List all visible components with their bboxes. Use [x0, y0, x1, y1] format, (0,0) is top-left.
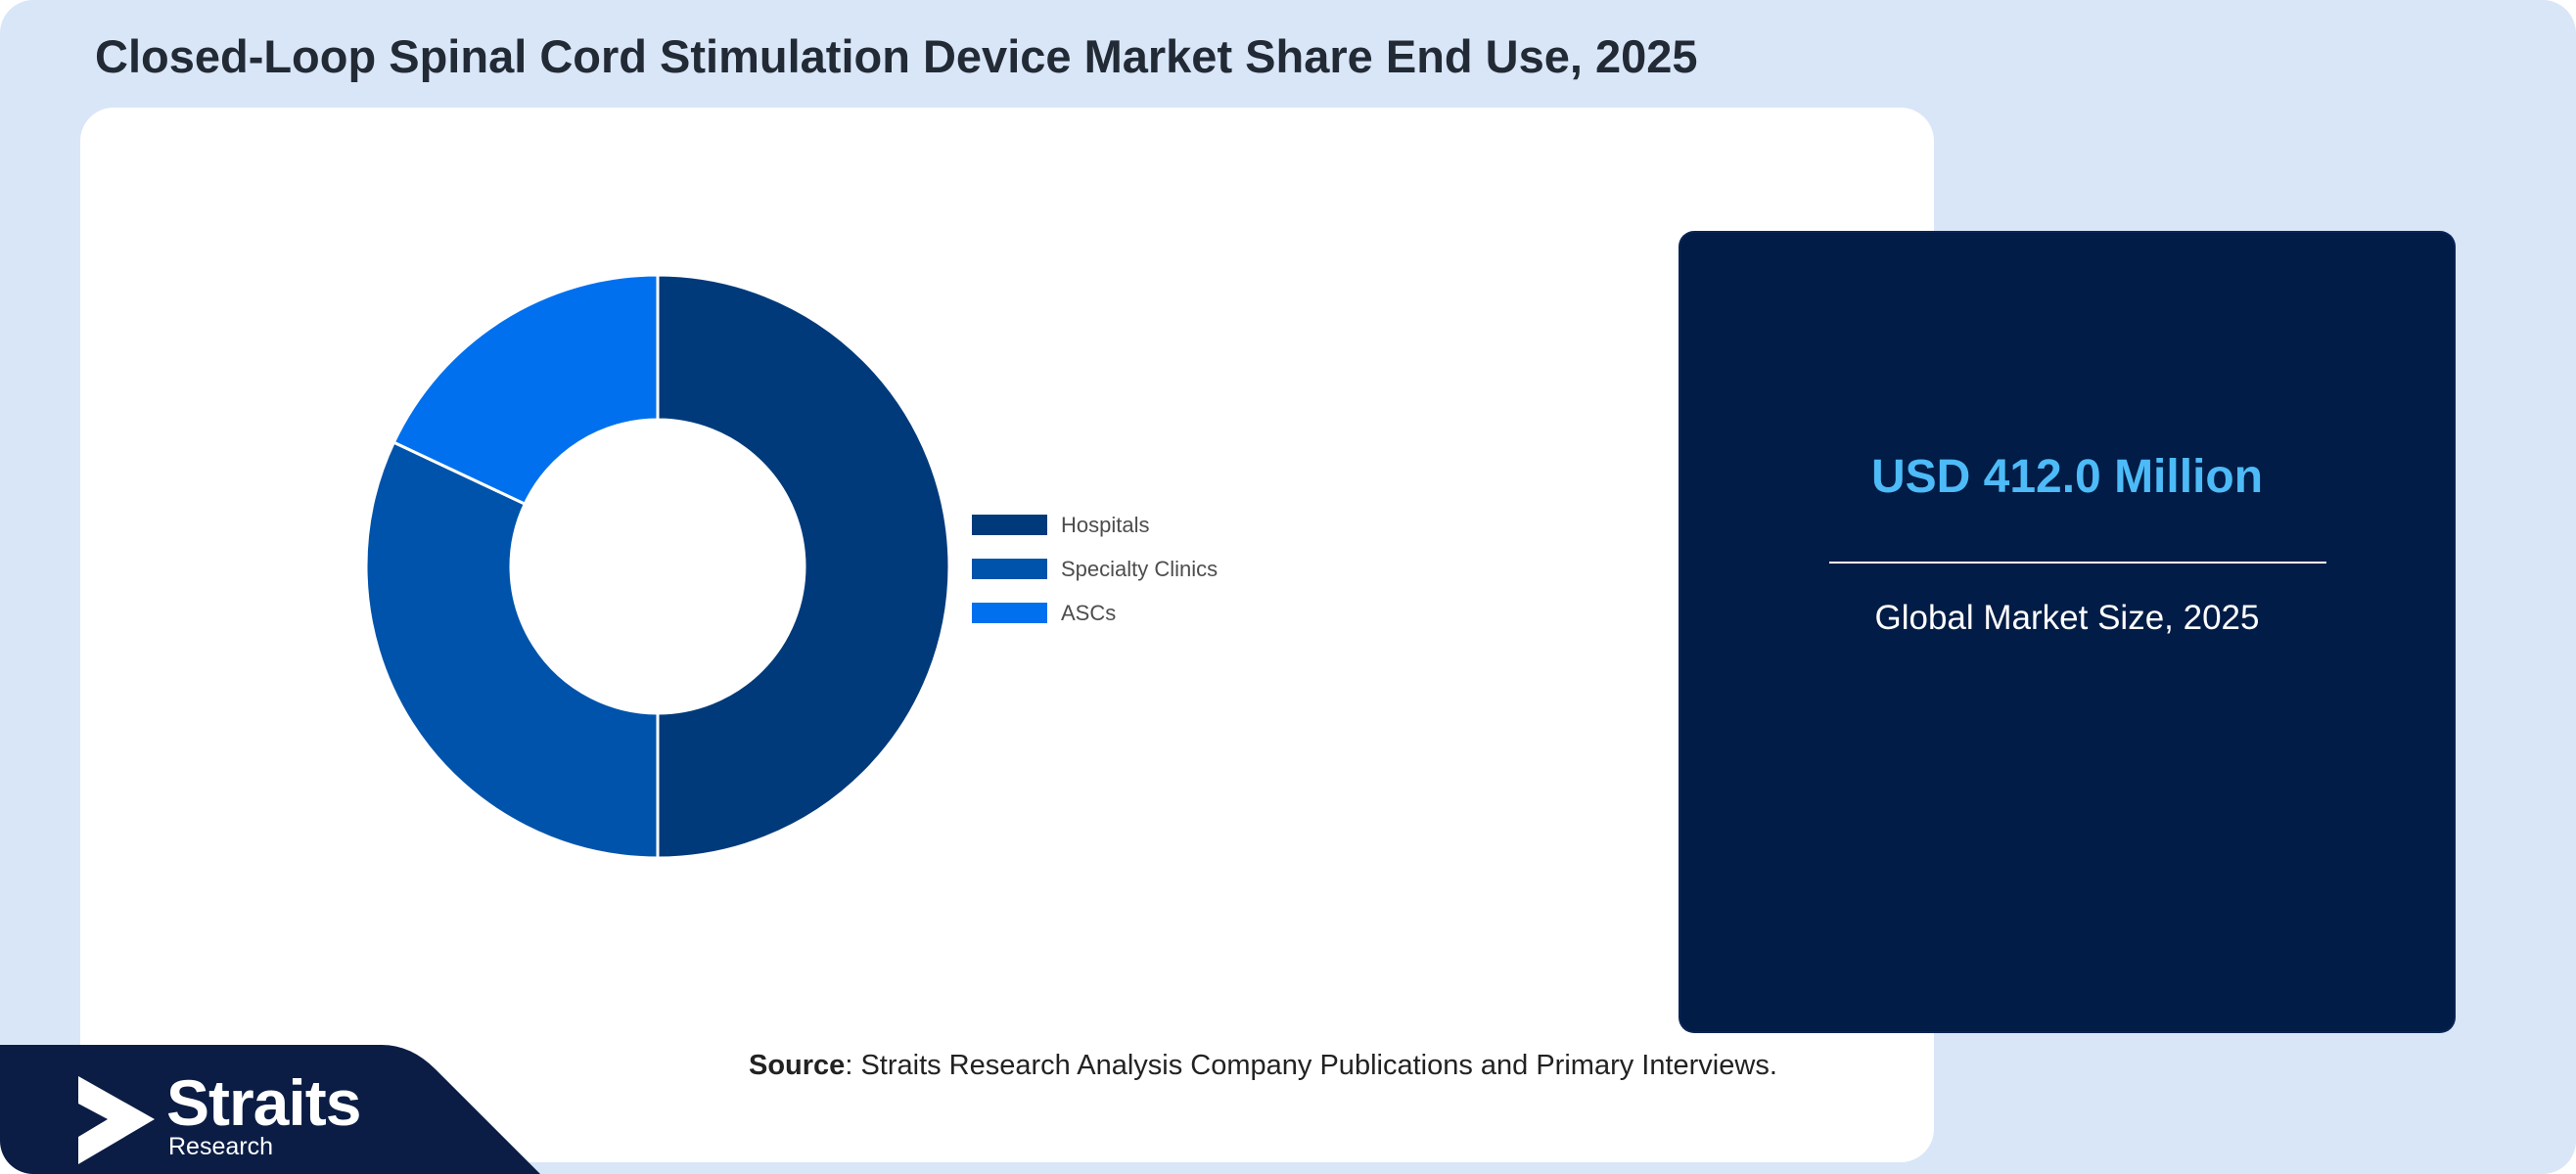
source-label: Source — [749, 1050, 846, 1081]
donut-slice-ascs — [391, 273, 660, 507]
straits-logo-icon — [78, 1076, 155, 1164]
legend-item: Hospitals — [972, 503, 1218, 547]
logo-band — [0, 1045, 540, 1174]
legend-swatch — [972, 515, 1047, 535]
legend-item: ASCs — [972, 591, 1218, 635]
source-text: : Straits Research Analysis Company Publ… — [845, 1050, 1777, 1081]
legend-item: Specialty Clinics — [972, 547, 1218, 591]
market-size-value: USD 412.0 Million — [1870, 451, 2264, 503]
chart-legend: Hospitals Specialty Clinics ASCs — [972, 503, 1218, 635]
donut-slice-hospitals — [656, 273, 951, 860]
page-title: Closed-Loop Spinal Cord Stimulation Devi… — [95, 30, 1698, 82]
market-size-caption: Global Market Size, 2025 — [1874, 599, 2260, 637]
source-note: Source: Straits Research Analysis Compan… — [749, 1050, 1777, 1082]
donut-chart — [364, 273, 951, 860]
legend-swatch — [972, 559, 1047, 579]
card-divider — [1829, 562, 2326, 564]
market-size-card: USD 412.0 Million Global Market Size, 20… — [1680, 233, 2454, 1031]
donut-slice-specialty-clinics — [364, 440, 660, 860]
legend-label: ASCs — [1061, 600, 1117, 625]
logo-name: Straits — [166, 1066, 361, 1139]
legend-label: Specialty Clinics — [1061, 556, 1219, 581]
legend-swatch — [972, 603, 1047, 623]
logo-subtitle: Research — [168, 1133, 273, 1160]
legend-label: Hospitals — [1061, 512, 1150, 537]
